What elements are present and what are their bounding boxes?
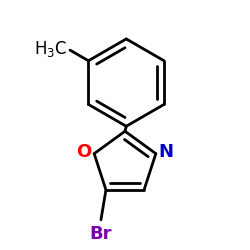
Text: $\mathregular{H_3C}$: $\mathregular{H_3C}$ <box>34 39 68 59</box>
Text: Br: Br <box>90 224 112 242</box>
Text: N: N <box>159 144 174 162</box>
Text: O: O <box>76 143 91 161</box>
